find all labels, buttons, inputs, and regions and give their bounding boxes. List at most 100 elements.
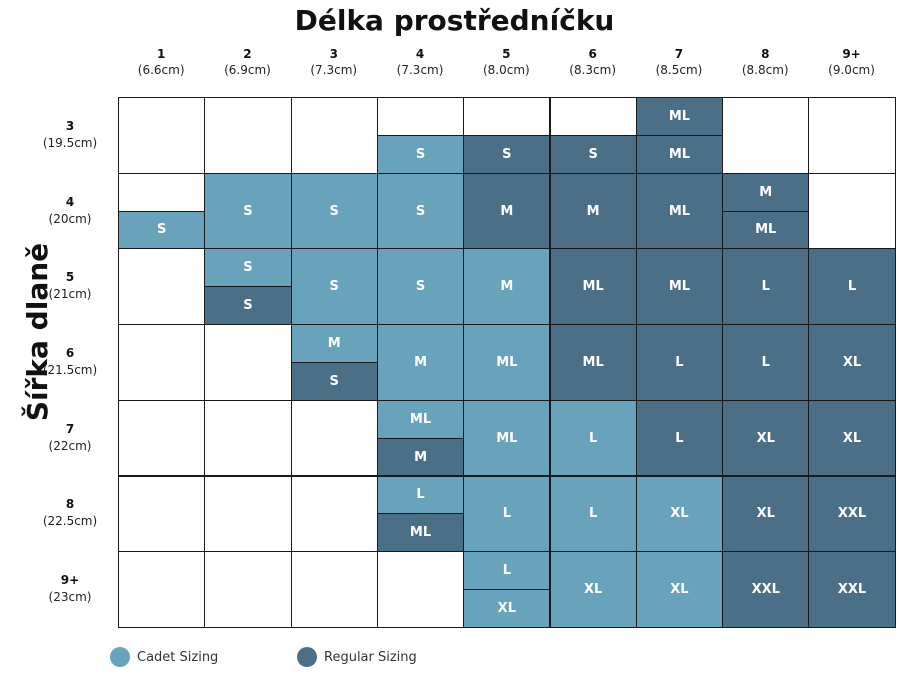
grid-cell xyxy=(118,324,206,401)
row-header: 6 (21.5cm) xyxy=(30,345,110,379)
grid-cell xyxy=(118,248,206,326)
column-header-number: 1 xyxy=(156,47,166,61)
column-header-number: 9+ xyxy=(842,47,861,61)
row-header-number: 6 xyxy=(65,345,75,360)
column-header-length: (8.0cm) xyxy=(482,63,530,77)
size-label-regular: S xyxy=(549,134,637,174)
row-header-width: (23cm) xyxy=(48,590,92,605)
column-header-number: 7 xyxy=(674,47,684,61)
legend-label-regular: Regular Sizing xyxy=(324,649,417,665)
column-header: 6 (8.3cm) xyxy=(550,46,636,78)
size-label-regular: L xyxy=(635,399,724,477)
size-label-cadet: L xyxy=(376,475,465,515)
size-label-cadet: S xyxy=(290,172,378,250)
grid-cell xyxy=(290,475,378,553)
size-label-regular: ML xyxy=(549,248,637,326)
size-label-cadet: M xyxy=(463,248,551,326)
size-label-cadet: XL xyxy=(549,551,637,628)
grid-cell xyxy=(376,551,465,628)
grid-cell xyxy=(290,399,378,477)
legend-item-regular: Regular Sizing xyxy=(297,646,417,668)
size-label-cadet: XL xyxy=(635,475,724,553)
row-header-width: (22cm) xyxy=(48,438,92,453)
size-label-cadet: S xyxy=(290,248,378,326)
size-label-regular: ML xyxy=(635,134,724,174)
size-label-cadet: ML xyxy=(463,399,551,477)
column-header-length: (8.8cm) xyxy=(741,63,789,77)
column-header: 1 (6.6cm) xyxy=(118,46,204,78)
column-header-number: 5 xyxy=(502,47,511,61)
column-header: 8 (8.8cm) xyxy=(722,46,808,78)
column-header-length: (8.5cm) xyxy=(655,63,703,77)
row-header: 4 (20cm) xyxy=(30,194,110,228)
size-label-cadet: S xyxy=(376,172,465,250)
column-header-length: (9.0cm) xyxy=(828,63,875,77)
size-label-regular: M xyxy=(549,172,637,250)
size-label-regular: XL xyxy=(808,324,896,401)
grid-cell xyxy=(204,324,292,401)
size-label-regular: ML xyxy=(549,324,637,401)
size-label-cadet: S xyxy=(118,210,206,250)
grid-cell xyxy=(204,399,292,477)
size-label-regular: L xyxy=(635,324,724,401)
legend-label-cadet: Cadet Sizing xyxy=(137,649,219,665)
row-header-number: 9+ xyxy=(60,573,80,588)
size-label-regular: ML xyxy=(722,210,810,250)
size-label-regular: XXL xyxy=(808,551,896,628)
column-header-length: (7.3cm) xyxy=(310,63,358,77)
size-label-cadet: XL xyxy=(463,589,551,628)
row-header-number: 7 xyxy=(65,421,75,436)
size-label-regular: ML xyxy=(635,248,724,326)
column-header: 4 (7.3cm) xyxy=(377,46,463,78)
size-label-cadet: L xyxy=(549,399,637,477)
size-label-cadet: M xyxy=(290,324,378,363)
size-label-regular: XXL xyxy=(722,551,810,628)
size-label-cadet: L xyxy=(463,475,551,553)
size-label-regular: M xyxy=(376,437,465,477)
row-header: 7 (22cm) xyxy=(30,421,110,455)
size-label-cadet: S xyxy=(376,134,465,174)
column-header-length: (8.3cm) xyxy=(569,63,617,77)
legend-swatch-regular xyxy=(297,647,317,667)
grid-cell xyxy=(808,172,896,250)
chart-title: Délka prostředníčku xyxy=(294,4,615,37)
size-label-cadet: L xyxy=(463,551,551,591)
size-label-regular: S xyxy=(290,361,378,401)
column-header-number: 2 xyxy=(243,47,252,61)
size-label-regular: XL xyxy=(722,399,810,477)
grid-cell xyxy=(204,475,292,553)
size-label-regular: XL xyxy=(808,399,896,477)
grid-cell xyxy=(118,97,206,174)
grid-cell xyxy=(118,399,206,477)
size-label-cadet: S xyxy=(376,248,465,326)
column-header: 5 (8.0cm) xyxy=(463,46,549,78)
size-label-regular: L xyxy=(722,324,810,401)
column-header-length: (6.6cm) xyxy=(137,63,185,77)
size-label-regular: XXL xyxy=(808,475,896,553)
row-header-width: (21.5cm) xyxy=(42,362,98,377)
grid-cell xyxy=(204,551,292,628)
size-label-regular: S xyxy=(463,134,551,174)
grid-cell xyxy=(118,551,206,628)
column-header-number: 4 xyxy=(415,47,425,61)
row-header: 9+ (23cm) xyxy=(30,572,110,606)
grid-cell xyxy=(290,97,378,174)
legend-item-cadet: Cadet Sizing xyxy=(110,646,218,668)
row-header-number: 8 xyxy=(65,497,75,512)
size-label-regular: ML xyxy=(635,172,724,250)
column-header: 3 (7.3cm) xyxy=(291,46,377,78)
row-header-width: (20cm) xyxy=(48,211,92,226)
column-header-number: 3 xyxy=(329,47,338,61)
row-header-number: 3 xyxy=(65,118,75,133)
grid-cell xyxy=(808,97,896,174)
row-header: 3 (19.5cm) xyxy=(30,118,110,152)
row-header-width: (19.5cm) xyxy=(42,135,98,150)
size-label-regular: M xyxy=(463,172,551,250)
column-header-length: (7.3cm) xyxy=(396,63,444,77)
column-header: 9+ (9.0cm) xyxy=(808,46,894,78)
size-label-cadet: M xyxy=(376,324,465,401)
grid-cell xyxy=(204,97,292,174)
size-label-regular: S xyxy=(204,286,292,326)
size-label-regular: ML xyxy=(376,513,465,553)
